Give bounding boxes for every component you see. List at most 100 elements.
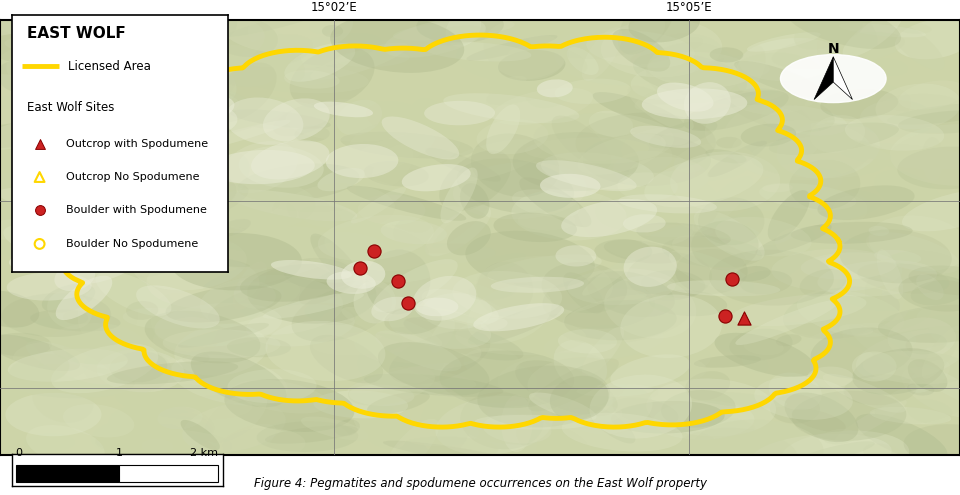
- Ellipse shape: [577, 199, 649, 259]
- Ellipse shape: [137, 157, 206, 198]
- Ellipse shape: [657, 83, 713, 112]
- Ellipse shape: [341, 132, 473, 158]
- Ellipse shape: [348, 366, 435, 405]
- Ellipse shape: [890, 124, 960, 186]
- Ellipse shape: [646, 42, 739, 102]
- Ellipse shape: [628, 86, 694, 131]
- Ellipse shape: [562, 199, 658, 237]
- Ellipse shape: [283, 258, 354, 289]
- Ellipse shape: [908, 359, 948, 392]
- Ellipse shape: [908, 265, 960, 296]
- Ellipse shape: [247, 304, 355, 346]
- Point: [400, 299, 416, 307]
- Ellipse shape: [685, 371, 730, 400]
- Ellipse shape: [430, 26, 486, 46]
- Ellipse shape: [817, 15, 877, 77]
- Ellipse shape: [117, 148, 194, 205]
- Ellipse shape: [363, 351, 467, 396]
- Ellipse shape: [757, 191, 825, 246]
- Ellipse shape: [666, 209, 764, 243]
- Ellipse shape: [832, 196, 868, 223]
- Text: 15°05’E: 15°05’E: [666, 1, 712, 14]
- Ellipse shape: [865, 276, 910, 329]
- Ellipse shape: [24, 434, 75, 451]
- Ellipse shape: [273, 195, 342, 236]
- Ellipse shape: [612, 401, 725, 434]
- Ellipse shape: [729, 89, 835, 132]
- Ellipse shape: [124, 1, 237, 54]
- Ellipse shape: [876, 249, 903, 299]
- Ellipse shape: [141, 439, 174, 453]
- Ellipse shape: [895, 23, 932, 34]
- Ellipse shape: [83, 183, 147, 225]
- Ellipse shape: [465, 405, 604, 445]
- Ellipse shape: [601, 19, 722, 77]
- Ellipse shape: [13, 117, 135, 144]
- Ellipse shape: [132, 236, 247, 291]
- Ellipse shape: [378, 342, 490, 396]
- Ellipse shape: [672, 235, 746, 270]
- Ellipse shape: [660, 133, 689, 146]
- Ellipse shape: [907, 383, 934, 396]
- Ellipse shape: [540, 174, 601, 198]
- Ellipse shape: [351, 396, 407, 449]
- Ellipse shape: [917, 304, 960, 332]
- Ellipse shape: [839, 230, 951, 284]
- Ellipse shape: [567, 405, 622, 425]
- Ellipse shape: [184, 213, 285, 251]
- Ellipse shape: [512, 189, 627, 241]
- Ellipse shape: [350, 187, 406, 224]
- Ellipse shape: [383, 441, 519, 465]
- Ellipse shape: [734, 61, 826, 98]
- Ellipse shape: [880, 250, 960, 288]
- Ellipse shape: [227, 186, 366, 208]
- Ellipse shape: [800, 269, 847, 297]
- Ellipse shape: [0, 335, 80, 371]
- Ellipse shape: [216, 226, 325, 269]
- Ellipse shape: [617, 172, 678, 201]
- Ellipse shape: [33, 377, 94, 423]
- Ellipse shape: [517, 210, 576, 231]
- Ellipse shape: [7, 41, 122, 95]
- Ellipse shape: [440, 150, 512, 211]
- Text: Boulder No Spodumene: Boulder No Spodumene: [65, 239, 198, 249]
- Ellipse shape: [618, 194, 717, 213]
- Ellipse shape: [18, 99, 129, 133]
- Ellipse shape: [49, 323, 144, 364]
- Ellipse shape: [0, 213, 91, 259]
- Ellipse shape: [367, 392, 430, 414]
- Ellipse shape: [537, 79, 573, 98]
- Ellipse shape: [641, 270, 706, 298]
- Ellipse shape: [109, 161, 173, 176]
- Ellipse shape: [807, 367, 853, 388]
- Ellipse shape: [909, 359, 950, 393]
- Ellipse shape: [94, 54, 120, 76]
- Ellipse shape: [139, 248, 250, 267]
- Ellipse shape: [498, 50, 565, 81]
- Ellipse shape: [911, 280, 960, 305]
- Ellipse shape: [38, 185, 173, 238]
- Ellipse shape: [669, 250, 754, 294]
- Ellipse shape: [441, 168, 478, 223]
- Ellipse shape: [709, 48, 743, 62]
- Ellipse shape: [468, 304, 562, 345]
- Ellipse shape: [312, 332, 402, 355]
- Ellipse shape: [80, 87, 157, 126]
- Ellipse shape: [0, 118, 67, 150]
- Ellipse shape: [842, 323, 917, 351]
- Ellipse shape: [334, 419, 360, 436]
- Ellipse shape: [621, 127, 728, 174]
- Ellipse shape: [740, 270, 792, 295]
- Ellipse shape: [595, 174, 709, 230]
- Ellipse shape: [373, 259, 458, 312]
- Ellipse shape: [694, 420, 824, 477]
- Ellipse shape: [684, 82, 731, 124]
- Ellipse shape: [53, 307, 135, 344]
- Circle shape: [780, 54, 886, 102]
- Ellipse shape: [100, 22, 159, 51]
- Ellipse shape: [178, 323, 269, 348]
- Ellipse shape: [417, 8, 504, 43]
- Ellipse shape: [191, 351, 286, 407]
- Ellipse shape: [151, 47, 236, 104]
- Ellipse shape: [153, 317, 220, 359]
